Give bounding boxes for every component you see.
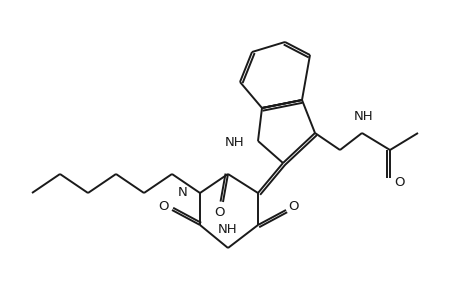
Text: O: O [214, 206, 225, 218]
Text: N: N [178, 187, 188, 200]
Text: O: O [288, 200, 299, 214]
Text: O: O [158, 200, 169, 214]
Text: NH: NH [353, 110, 373, 123]
Text: O: O [394, 176, 404, 190]
Text: NH: NH [218, 223, 237, 236]
Text: NH: NH [224, 136, 243, 149]
